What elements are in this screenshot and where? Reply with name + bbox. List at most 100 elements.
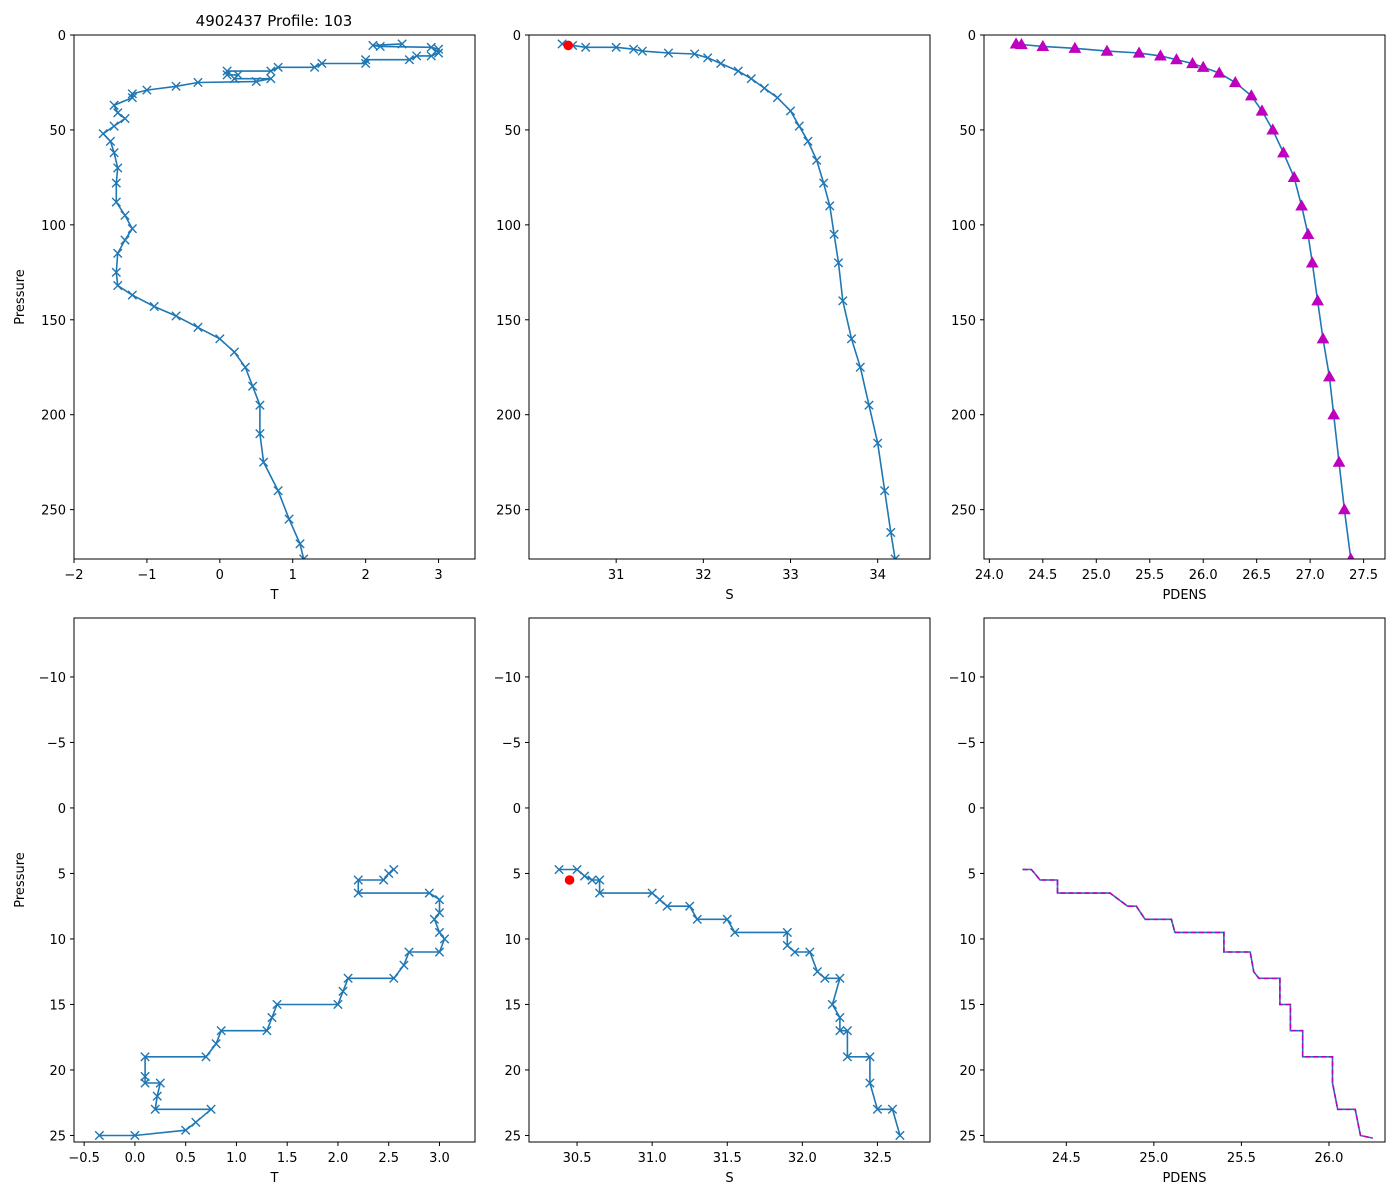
data-point-marker xyxy=(353,888,363,898)
y-tick-label: 50 xyxy=(959,124,976,139)
data-point-marker xyxy=(842,1052,853,1062)
data-point-marker xyxy=(229,73,240,84)
data-point-marker xyxy=(433,48,444,58)
data-point-marker xyxy=(109,121,119,131)
y-tick-label: 150 xyxy=(951,314,976,329)
y-tick-label: 20 xyxy=(959,1064,976,1079)
data-point-marker xyxy=(1100,44,1114,56)
x-tick-label: 31.5 xyxy=(713,1151,742,1166)
y-tick-label: 100 xyxy=(951,219,976,234)
x-tick-label: −0.5 xyxy=(68,1151,100,1166)
data-point-marker xyxy=(142,85,152,95)
x-axis-label: T xyxy=(270,588,279,603)
data-point-marker xyxy=(886,527,896,538)
x-tick-label: −1 xyxy=(137,568,156,583)
data-point-marker xyxy=(1316,332,1330,344)
series-line xyxy=(1022,868,1373,1139)
data-point-marker xyxy=(1323,370,1336,382)
data-point-marker xyxy=(1154,49,1167,61)
data-point-marker xyxy=(1332,455,1346,467)
axes-frame xyxy=(73,617,476,1143)
x-tick-label: 0.5 xyxy=(175,1151,196,1166)
data-point-marker xyxy=(594,875,605,885)
x-tick-label: 27.5 xyxy=(1349,568,1378,583)
data-point-marker xyxy=(273,62,283,72)
data-point-marker xyxy=(1305,256,1319,268)
y-tick-label: 50 xyxy=(49,124,66,139)
data-point-marker xyxy=(150,1104,160,1114)
data-point-marker xyxy=(1338,503,1351,515)
data-point-marker xyxy=(1266,123,1280,135)
y-tick-label: 0 xyxy=(58,29,66,44)
data-point-marker xyxy=(333,999,343,1010)
data-point-marker xyxy=(98,129,108,139)
figure-title: 4902437 Profile: 103 xyxy=(196,12,353,30)
data-point-marker xyxy=(127,92,138,103)
data-point-marker xyxy=(1015,37,1028,50)
data-point-marker xyxy=(554,864,564,875)
data-point-marker xyxy=(1327,408,1341,420)
x-tick-label: 25.5 xyxy=(1135,568,1164,583)
y-tick-label: 5 xyxy=(58,867,66,882)
y-tick-label: 200 xyxy=(496,409,521,424)
y-tick-label: 0 xyxy=(58,802,66,817)
data-point-marker xyxy=(835,1025,845,1036)
x-tick-label: 31 xyxy=(608,568,625,583)
series-line xyxy=(559,868,901,1136)
data-point-marker xyxy=(838,296,848,306)
y-tick-label: 150 xyxy=(41,314,66,329)
data-point-marker xyxy=(113,108,123,118)
y-tick-label: 20 xyxy=(504,1064,521,1079)
x-tick-label: 26.0 xyxy=(1314,1151,1343,1166)
x-tick-label: 1.0 xyxy=(226,1151,247,1166)
data-point-marker xyxy=(887,1104,898,1114)
y-tick-label: −5 xyxy=(47,736,66,751)
data-point-marker xyxy=(895,1130,905,1141)
series-s xyxy=(554,864,905,1141)
data-point-marker xyxy=(426,42,436,53)
data-point-marker xyxy=(111,178,121,188)
x-tick-label: 3 xyxy=(434,568,442,583)
data-point-marker xyxy=(572,864,582,875)
axes-frame xyxy=(528,617,931,1143)
y-tick-label: 0 xyxy=(968,29,976,44)
x-tick-label: 0.0 xyxy=(125,1151,146,1166)
data-point-marker xyxy=(130,1130,140,1141)
y-tick-label: −10 xyxy=(39,671,66,686)
data-point-marker xyxy=(375,41,385,52)
y-tick-label: 0 xyxy=(968,802,976,817)
data-point-marker xyxy=(397,39,407,49)
data-point-marker xyxy=(1347,552,1355,559)
data-point-marker xyxy=(730,927,740,938)
y-tick-label: 10 xyxy=(49,933,66,948)
data-point-marker xyxy=(353,875,363,885)
axes-frame xyxy=(73,34,476,560)
data-point-marker xyxy=(120,210,130,221)
data-point-marker xyxy=(647,888,657,898)
data-point-marker xyxy=(94,1130,105,1141)
data-point-marker xyxy=(193,77,203,88)
data-point-marker xyxy=(206,1104,216,1114)
panel-top-salinity: 31 32 33 34 0 50 100 150 200 250 S xyxy=(496,29,931,603)
data-point-marker xyxy=(426,51,436,61)
data-point-marker xyxy=(111,267,121,278)
x-tick-label: 31.0 xyxy=(638,1151,667,1166)
data-point-marker xyxy=(811,155,822,165)
data-point-marker xyxy=(872,1104,883,1114)
series-line xyxy=(1022,868,1373,1139)
series-s xyxy=(557,39,900,559)
data-point-marker xyxy=(879,485,890,496)
panel-bottom-salinity: 30.5 31.0 31.5 32.0 32.5 −10 −5 0 5 10 15 20 25 S xyxy=(494,617,931,1186)
y-tick-label: 100 xyxy=(41,219,66,234)
data-point-marker xyxy=(267,1012,277,1023)
data-point-marker xyxy=(309,62,320,72)
y-tick-label: 250 xyxy=(951,504,976,519)
data-point-marker xyxy=(378,875,389,885)
data-point-marker xyxy=(113,280,123,291)
series-line xyxy=(561,43,896,559)
data-point-marker xyxy=(255,429,265,439)
data-point-marker xyxy=(120,235,130,245)
y-tick-label: 5 xyxy=(513,867,521,882)
